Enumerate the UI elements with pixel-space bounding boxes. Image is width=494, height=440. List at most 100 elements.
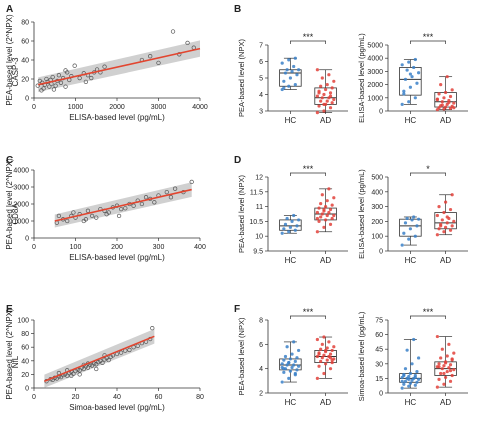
data-point-hc [415, 380, 419, 384]
data-point-ad [327, 210, 331, 215]
y-tick-label: 0 [25, 236, 29, 243]
data-point-ad [330, 86, 334, 90]
data-point-hc [400, 379, 404, 383]
y-tick-label: 100 [17, 318, 29, 325]
scatter-point [185, 40, 190, 46]
scatter-point [127, 347, 132, 353]
data-point-ad [445, 354, 449, 358]
y-tick-label: 11 [256, 204, 263, 211]
panel-letter-c: C [6, 155, 13, 166]
scatter-point [39, 88, 44, 93]
y-tick-label: 4 [259, 366, 263, 373]
data-point-hc [283, 354, 288, 359]
data-point-ad [452, 219, 456, 223]
data-point-hc [402, 89, 406, 93]
data-point-hc [283, 222, 288, 226]
data-point-ad [442, 230, 446, 234]
data-point-hc [413, 375, 417, 380]
y-tick-label: 8 [259, 318, 263, 325]
data-point-hc [400, 63, 404, 67]
data-point-ad [452, 106, 456, 110]
data-point-ad [317, 104, 321, 108]
scatter-point [189, 179, 194, 185]
data-point-ad [448, 207, 453, 212]
y-axis-label: PEA-based level (NPX) [237, 175, 246, 253]
group-label-ad: AD [440, 256, 451, 265]
data-point-ad [332, 79, 336, 83]
data-point-ad [437, 227, 441, 231]
y-tick-label: 11.5 [250, 189, 263, 196]
data-point-ad [330, 358, 334, 362]
data-point-hc [407, 60, 411, 64]
scatter-point [104, 212, 109, 217]
regression-line [54, 188, 192, 222]
data-point-hc [282, 367, 286, 371]
data-point-hc [407, 237, 411, 241]
data-point-ad [320, 193, 324, 197]
scatter-point [65, 218, 70, 224]
data-point-ad [328, 91, 333, 95]
data-point-ad [319, 359, 323, 363]
data-point-ad [452, 101, 456, 105]
data-point-ad [330, 360, 334, 365]
data-point-hc [413, 383, 417, 387]
data-point-hc [400, 243, 404, 247]
data-point-ad [320, 212, 324, 216]
data-point-ad [445, 221, 449, 225]
x-tick-label: 300 [153, 244, 165, 251]
data-point-hc [417, 356, 421, 360]
data-point-ad [328, 222, 333, 226]
data-point-hc [412, 337, 416, 342]
scatter-point [135, 343, 140, 348]
data-point-ad [322, 92, 326, 97]
data-point-ad [439, 356, 443, 360]
data-point-hc [290, 219, 294, 223]
data-point-ad [319, 99, 323, 103]
data-point-ad [437, 365, 441, 369]
data-point-ad [442, 364, 446, 368]
data-point-hc [293, 359, 297, 363]
data-point-ad [437, 377, 441, 381]
x-tick-label: 60 [155, 394, 163, 401]
significance-bracket [290, 172, 326, 176]
data-point-ad [330, 216, 334, 221]
data-point-ad [315, 354, 319, 359]
data-point-hc [410, 218, 414, 222]
data-point-ad [319, 84, 323, 88]
data-point-ad [322, 353, 326, 357]
data-point-hc [295, 368, 299, 372]
scatter-point [89, 213, 95, 219]
data-point-ad [435, 334, 439, 339]
chart-e: 0 20 40 60 80 100 0 20 40 60 80 Simoa-based level (… [5, 308, 204, 412]
data-point-ad [315, 230, 319, 234]
data-point-ad [328, 356, 333, 360]
data-point-ad [322, 225, 326, 229]
data-point-ad [325, 213, 329, 218]
y-tick-label: 9.5 [253, 249, 263, 256]
data-point-hc [293, 83, 297, 87]
scatter-point [150, 326, 155, 331]
data-point-hc [280, 380, 284, 384]
y-tick-label: 15 [375, 376, 383, 383]
data-point-hc [293, 228, 297, 232]
data-point-hc [403, 379, 408, 383]
scatter-point [77, 372, 82, 377]
data-point-hc [412, 215, 416, 219]
data-point-ad [440, 367, 444, 371]
data-point-hc [288, 76, 292, 80]
data-point-hc [405, 68, 409, 72]
data-point-hc [285, 216, 289, 221]
panel-letter-d: D [234, 155, 241, 166]
y-tick-label: 10 [255, 234, 263, 241]
y-tick-label: 1000 [13, 219, 29, 226]
data-point-hc [410, 75, 414, 79]
y-axis-label: PEA-based level (NPX) [237, 317, 246, 395]
regression-line [44, 335, 155, 382]
scatter-point [116, 213, 122, 219]
y-tick-label: 80 [21, 20, 29, 27]
panel-letter-f: F [234, 304, 240, 315]
y-axis-label: PEA-based level (2^NPX) [5, 158, 14, 250]
x-axis-label: ELISA-based level (pg/mL) [69, 253, 165, 262]
scatter-point [53, 83, 58, 88]
y-tick-label: 200 [371, 219, 383, 226]
